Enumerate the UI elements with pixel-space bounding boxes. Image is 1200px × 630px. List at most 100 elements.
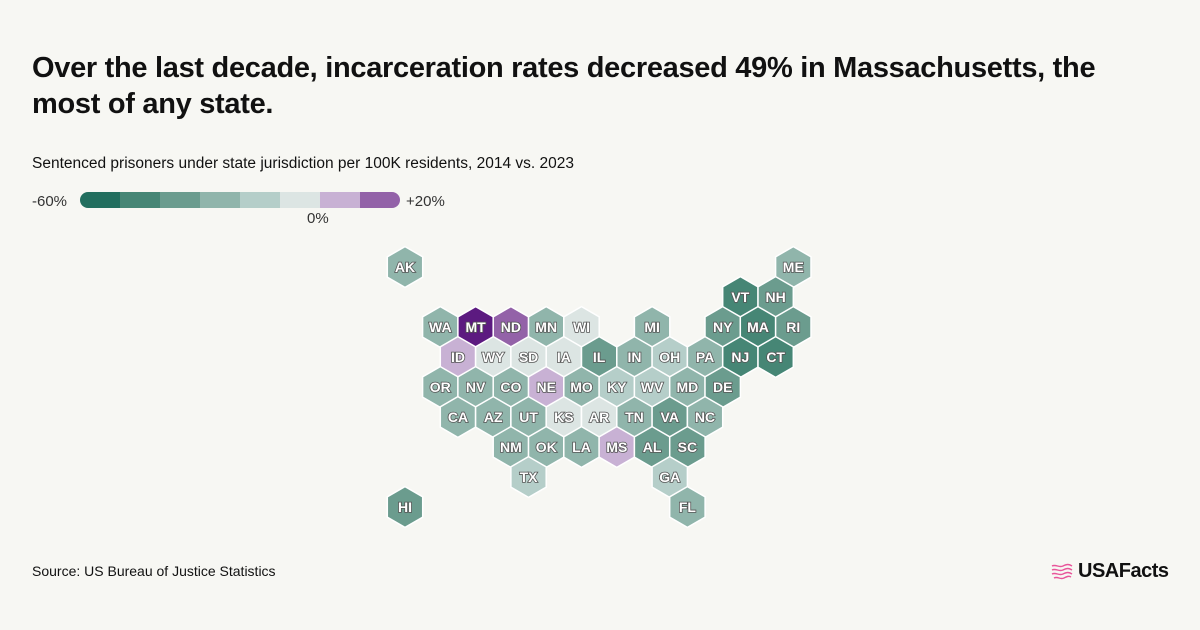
- state-label: MD: [677, 379, 699, 395]
- legend-min-label: -60%: [32, 193, 68, 210]
- state-label: GA: [659, 469, 680, 485]
- legend-swatch: [120, 192, 160, 208]
- legend-max-label: +20%: [406, 193, 445, 210]
- state-label: TN: [625, 409, 644, 425]
- state-hex-mt: MT: [457, 305, 495, 349]
- state-hex-co: CO: [492, 365, 530, 409]
- chart-subtitle: Sentenced prisoners under state jurisdic…: [32, 155, 574, 172]
- state-hex-ma: MA: [739, 305, 777, 349]
- state-label: NM: [500, 439, 522, 455]
- source-note: Source: US Bureau of Justice Statistics: [32, 563, 276, 579]
- state-label: OH: [659, 349, 680, 365]
- state-label: WA: [429, 319, 452, 335]
- legend-swatch: [160, 192, 200, 208]
- state-label: NH: [766, 289, 786, 305]
- hex-shape: [386, 245, 424, 289]
- state-hex-sd: SD: [510, 335, 547, 379]
- legend-swatch: [80, 192, 120, 208]
- state-hex-va: VA: [651, 395, 689, 439]
- state-hex-ne: NE: [527, 365, 565, 409]
- state-hex-nc: NC: [686, 395, 724, 439]
- state-label: VT: [731, 289, 749, 305]
- state-hex-de: DE: [704, 365, 742, 409]
- state-hex-nj: NJ: [721, 335, 759, 379]
- hex-shape: [668, 485, 706, 529]
- state-hex-az: AZ: [474, 395, 512, 439]
- chart-title: Over the last decade, incarceration rate…: [32, 52, 1096, 120]
- state-label: OK: [536, 439, 557, 455]
- color-legend: -60% +20% 0%: [32, 190, 482, 230]
- hex-shape: [757, 335, 795, 379]
- state-label: AR: [589, 409, 609, 425]
- state-hex-tx: TX: [510, 455, 547, 499]
- state-hex-wi: WI: [563, 305, 600, 349]
- state-label: LA: [572, 439, 591, 455]
- state-label: MA: [747, 319, 769, 335]
- state-hex-nh: NH: [757, 275, 795, 319]
- legend-swatch: [280, 192, 320, 208]
- usafacts-logo: USAFacts: [1050, 560, 1169, 583]
- state-hex-nd: ND: [492, 305, 530, 349]
- state-hex-ri: RI: [774, 305, 812, 349]
- state-label: MT: [465, 319, 486, 335]
- state-label: KS: [554, 409, 573, 425]
- state-label: CO: [500, 379, 521, 395]
- state-hex-ia: IA: [545, 335, 583, 379]
- state-hex-sc: SC: [668, 425, 706, 469]
- hex-shape: [386, 485, 424, 529]
- state-hex-mi: MI: [633, 305, 671, 349]
- state-label: ND: [501, 319, 521, 335]
- legend-swatch: [360, 192, 400, 208]
- legend-swatch: [240, 192, 280, 208]
- state-hex-la: LA: [563, 425, 600, 469]
- state-label: RI: [786, 319, 800, 335]
- state-label: IN: [627, 349, 641, 365]
- legend-swatch: [320, 192, 360, 208]
- state-hex-wa: WA: [421, 305, 459, 349]
- legend-zero-label: 0%: [307, 210, 329, 227]
- state-label: NJ: [731, 349, 749, 365]
- state-label: PA: [696, 349, 714, 365]
- state-hex-ok: OK: [527, 425, 565, 469]
- state-label: AK: [395, 259, 415, 275]
- state-label: UT: [519, 409, 538, 425]
- state-label: TX: [520, 469, 539, 485]
- state-hex-ca: CA: [439, 395, 477, 439]
- legend-color-bar: [80, 192, 400, 208]
- logo-text: USAFacts: [1078, 560, 1169, 582]
- state-label: CA: [448, 409, 468, 425]
- state-label: SC: [678, 439, 697, 455]
- state-hex-ny: NY: [704, 305, 742, 349]
- state-label: IA: [557, 349, 571, 365]
- state-label: KY: [607, 379, 627, 395]
- state-label: MS: [606, 439, 627, 455]
- state-label: NC: [695, 409, 715, 425]
- state-label: AZ: [484, 409, 503, 425]
- state-label: WI: [573, 319, 590, 335]
- flag-icon: [1051, 563, 1073, 579]
- state-label: MN: [535, 319, 557, 335]
- state-label: ID: [451, 349, 465, 365]
- state-hex-me: ME: [774, 245, 812, 289]
- state-hex-pa: PA: [686, 335, 724, 379]
- state-label: AL: [643, 439, 662, 455]
- state-hex-ak: AK: [386, 245, 424, 289]
- state-label: IL: [593, 349, 606, 365]
- state-label: ME: [783, 259, 804, 275]
- state-label: MO: [570, 379, 593, 395]
- state-hex-ct: CT: [757, 335, 795, 379]
- hex-shape: [510, 455, 547, 499]
- state-hex-mn: MN: [527, 305, 565, 349]
- legend-swatch: [200, 192, 240, 208]
- state-label: OR: [430, 379, 451, 395]
- state-hex-ks: KS: [545, 395, 583, 439]
- state-label: HI: [398, 499, 412, 515]
- state-label: WV: [641, 379, 664, 395]
- state-label: VA: [661, 409, 679, 425]
- state-label: DE: [713, 379, 732, 395]
- state-label: FL: [679, 499, 697, 515]
- state-hex-or: OR: [421, 365, 459, 409]
- state-hex-wy: WY: [474, 335, 512, 379]
- state-label: NE: [536, 379, 555, 395]
